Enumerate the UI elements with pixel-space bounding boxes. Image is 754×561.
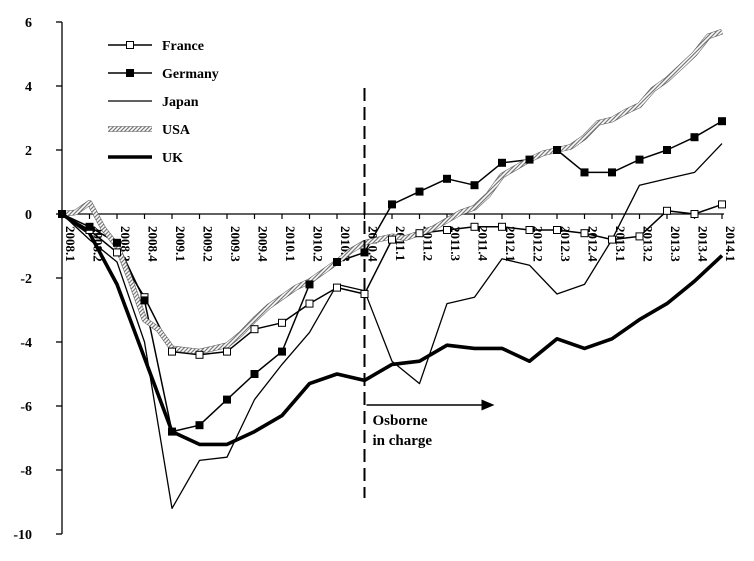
data-point-germany: [388, 200, 396, 209]
x-tick-label: 2013.1: [613, 226, 628, 262]
annotation-layer: Osborne in charge: [363, 88, 495, 498]
data-point-germany: [635, 155, 644, 164]
data-point-germany: [250, 370, 259, 378]
data-point-germany: [223, 395, 231, 404]
legend-label-usa: USA: [162, 123, 191, 138]
data-point-france: [388, 235, 396, 244]
legend-label-uk: UK: [162, 151, 183, 166]
legend-marker-france: [126, 41, 134, 49]
data-point-germany: [58, 210, 66, 218]
x-tick-label: 2009.2: [201, 226, 216, 262]
data-point-germany: [113, 238, 121, 247]
data-point-france: [443, 226, 451, 234]
x-tick-label: 2010.4: [366, 226, 381, 262]
data-point-france: [278, 318, 286, 327]
x-tick-label: 2013.4: [696, 226, 711, 262]
x-tick-label: 2014.1: [723, 226, 738, 262]
x-axis: 2008.1 2008.2 2008.3 2008.4 2009.1 2009.2 2009…: [61, 213, 738, 262]
data-point-france: [690, 210, 699, 218]
data-point-germany: [498, 158, 506, 167]
osborne-arrow-head: [481, 399, 495, 411]
y-axis: 6 4 2 0 -2 -4 -6 -8 -10: [13, 16, 63, 543]
data-point-germany: [140, 296, 149, 305]
marker-layer: [58, 117, 726, 436]
legend-label-france: France: [162, 39, 204, 54]
data-point-france: [250, 325, 259, 334]
series-line-germany: [61, 120, 723, 433]
data-point-france: [305, 299, 314, 308]
series-line-japan: [61, 143, 723, 510]
x-tick-label: 2009.1: [173, 226, 188, 262]
x-tick-label: 2011.2: [421, 226, 436, 261]
y-tick-label: 6: [25, 16, 32, 31]
legend-label-japan: Japan: [162, 95, 199, 110]
data-point-france: [360, 290, 369, 298]
annotation-label: in charge: [373, 433, 433, 449]
x-tick-label: 2010.1: [283, 226, 298, 262]
y-tick-label: -4: [20, 336, 32, 351]
data-point-france: [553, 226, 561, 234]
data-point-france: [635, 232, 644, 241]
data-point-germany: [415, 187, 424, 196]
data-point-germany: [305, 280, 314, 289]
data-point-germany: [553, 146, 561, 154]
data-point-germany: [333, 258, 341, 266]
x-tick-label: 2012.3: [558, 226, 573, 262]
data-point-germany: [443, 174, 451, 183]
data-point-germany: [278, 347, 286, 356]
x-tick-label: 2012.2: [531, 226, 546, 262]
data-point-germany: [525, 155, 534, 164]
data-point-germany: [470, 181, 479, 190]
data-point-germany: [580, 168, 589, 177]
data-point-france: [718, 200, 726, 209]
x-tick-label: 2011.3: [448, 226, 463, 262]
data-point-germany: [195, 421, 204, 430]
series-line-usa-outline: [61, 29, 723, 355]
series-line-usa: [61, 29, 723, 354]
data-point-france: [195, 350, 204, 359]
data-point-germany: [690, 133, 699, 142]
legend-marker-germany: [126, 69, 134, 77]
data-point-france: [168, 347, 176, 356]
annotation-label: Osborne: [373, 413, 428, 429]
data-point-france: [525, 226, 534, 234]
x-tick-label: 2012.1: [503, 226, 518, 262]
x-tick-label: 2008.4: [146, 226, 161, 262]
data-point-france: [608, 235, 616, 244]
legend: France Germany Japan USA UK: [108, 39, 219, 166]
x-tick-label: 2009.4: [256, 226, 271, 262]
x-tick-label: 2013.3: [668, 226, 683, 262]
data-point-france: [333, 283, 341, 292]
x-tick-label: 2013.2: [641, 226, 656, 262]
y-tick-label: 4: [25, 80, 32, 95]
y-tick-label: 2: [25, 144, 32, 159]
y-tick-label: -2: [20, 272, 32, 287]
data-point-france: [580, 229, 589, 238]
y-tick-label: -10: [13, 528, 32, 543]
data-point-france: [113, 248, 121, 257]
y-tick-label: -6: [20, 400, 32, 415]
data-point-germany: [663, 146, 671, 154]
data-point-france: [223, 347, 231, 356]
data-point-france: [663, 206, 671, 215]
data-point-germany: [718, 117, 726, 126]
x-tick-label: 2009.3: [228, 226, 243, 262]
x-tick-label: 2010.2: [311, 226, 326, 262]
data-point-france: [498, 222, 506, 231]
x-tick-label: 2011.4: [476, 226, 491, 262]
data-point-france: [470, 222, 479, 231]
y-tick-label: 0: [25, 208, 32, 223]
data-point-germany: [85, 222, 94, 231]
data-point-germany: [168, 427, 176, 436]
y-tick-label: -8: [20, 464, 32, 479]
x-tick-label: 2008.1: [63, 226, 78, 262]
data-point-germany: [608, 168, 616, 177]
data-point-france: [415, 229, 424, 238]
legend-label-germany: Germany: [162, 67, 219, 82]
